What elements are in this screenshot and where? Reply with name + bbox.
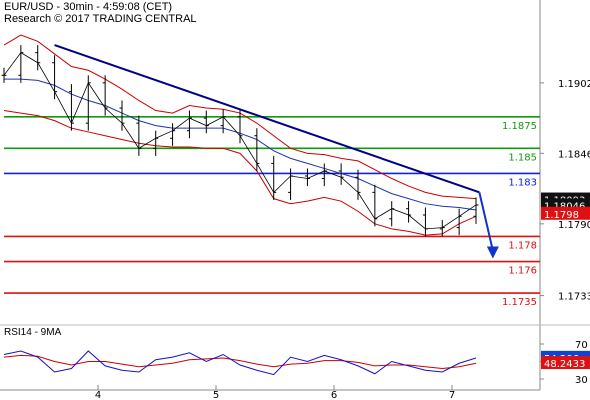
rsi-tick-label: 30 [575, 375, 588, 386]
time-tick-label: 5 [213, 390, 219, 400]
price-axis: 1.1902 1.1846 1.1790 1.1733 [0, 0, 590, 391]
price-tag-bg [541, 206, 590, 220]
price-tick-label: 1.1846 [558, 149, 590, 160]
chart-subtitle: Research © 2017 TRADING CENTRAL [4, 13, 197, 25]
price-tags: 1.180931.180461.1798 [541, 192, 590, 221]
rsi-panel: 70503054.20648.2433 [3, 340, 590, 386]
rsi-tag-label: 48.2433 [544, 359, 585, 370]
level-label: 1.1735 [502, 297, 537, 308]
level-label: 1.1875 [502, 121, 537, 132]
price-bars [1, 45, 479, 237]
time-axis: 4 5 6 7 [95, 385, 455, 400]
rsi-tag-bg [541, 356, 590, 370]
price-tag-label: 1.1798 [544, 210, 579, 221]
lower-band [3, 110, 477, 236]
price-tick-label: 1.1790 [558, 220, 590, 231]
trend-annotations [54, 44, 499, 259]
rsi-line [3, 350, 477, 376]
level-label: 1.176 [508, 266, 537, 277]
time-tick-label: 4 [95, 390, 101, 400]
time-tick-label: 7 [449, 390, 455, 400]
trendline [54, 44, 480, 194]
close-line [3, 52, 477, 230]
support-resistance-levels: 1.1875 1.185 1.183 1.178 1.176 1.1735 [4, 116, 540, 308]
rsi-title: RSI14 - 9MA [4, 327, 62, 338]
level-label: 1.185 [508, 152, 537, 163]
time-tick-label: 6 [331, 390, 337, 400]
forecast-arrow-head [486, 246, 499, 259]
rsi-ma-line [3, 354, 477, 370]
forecast-arrow-shaft [478, 192, 494, 251]
chart-title: EUR/USD - 30min - 4:59:08 (CET) [4, 1, 173, 13]
rsi-tick-label: 70 [575, 340, 588, 351]
level-label: 1.183 [508, 177, 537, 188]
price-tick-label: 1.1733 [558, 292, 590, 303]
moving-average [4, 78, 477, 211]
price-tick-label: 1.1902 [558, 79, 590, 90]
level-label: 1.178 [508, 240, 537, 251]
